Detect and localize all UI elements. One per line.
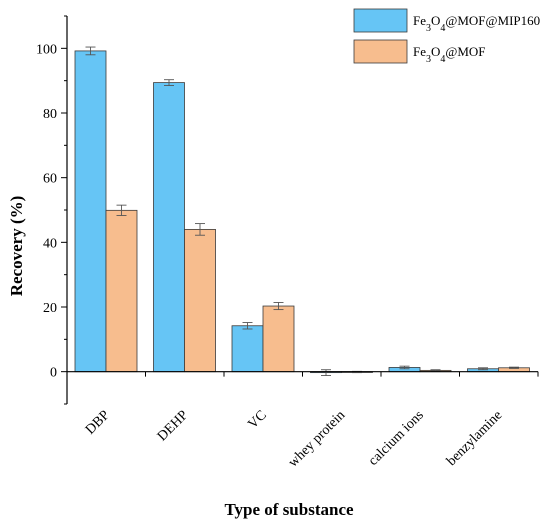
- bar-mof-dehp: [184, 228, 216, 373]
- legend: Fe3O4@MOF@MIP160 Fe3O4@MOF: [353, 8, 540, 65]
- y-axis-title: Recovery (%): [7, 196, 26, 297]
- bar-mip-dbp: [74, 50, 107, 373]
- x-tick-label: calcium ions: [366, 408, 427, 469]
- x-axis-title: Type of substance: [224, 500, 354, 519]
- y-tick-label: 20: [43, 301, 57, 316]
- y-tick-label: 100: [36, 42, 57, 57]
- x-tick-label: DBP: [83, 408, 113, 438]
- bar-mip-dehp: [153, 82, 185, 373]
- legend-swatch-0: [353, 8, 408, 33]
- legend-swatch-1: [353, 39, 408, 64]
- y-tick-label: 40: [43, 236, 57, 251]
- x-tick-label: VC: [245, 408, 269, 432]
- x-tick-label: DEHP: [155, 408, 192, 445]
- y-tick-label: 0: [50, 366, 57, 381]
- bar-mof-vc: [262, 305, 295, 373]
- legend-label-0: Fe3O4@MOF@MIP160: [413, 13, 540, 34]
- y-tick-label: 80: [43, 107, 57, 122]
- legend-label-1: Fe3O4@MOF: [413, 44, 486, 65]
- bars-layer: [74, 46, 530, 376]
- x-tick-label: benzylamine: [444, 408, 505, 469]
- y-tick-label: 60: [43, 172, 57, 187]
- bar-mip-vc: [231, 325, 264, 373]
- x-tick-label: whey protein: [286, 408, 349, 471]
- bar-mof-dbp: [105, 209, 138, 373]
